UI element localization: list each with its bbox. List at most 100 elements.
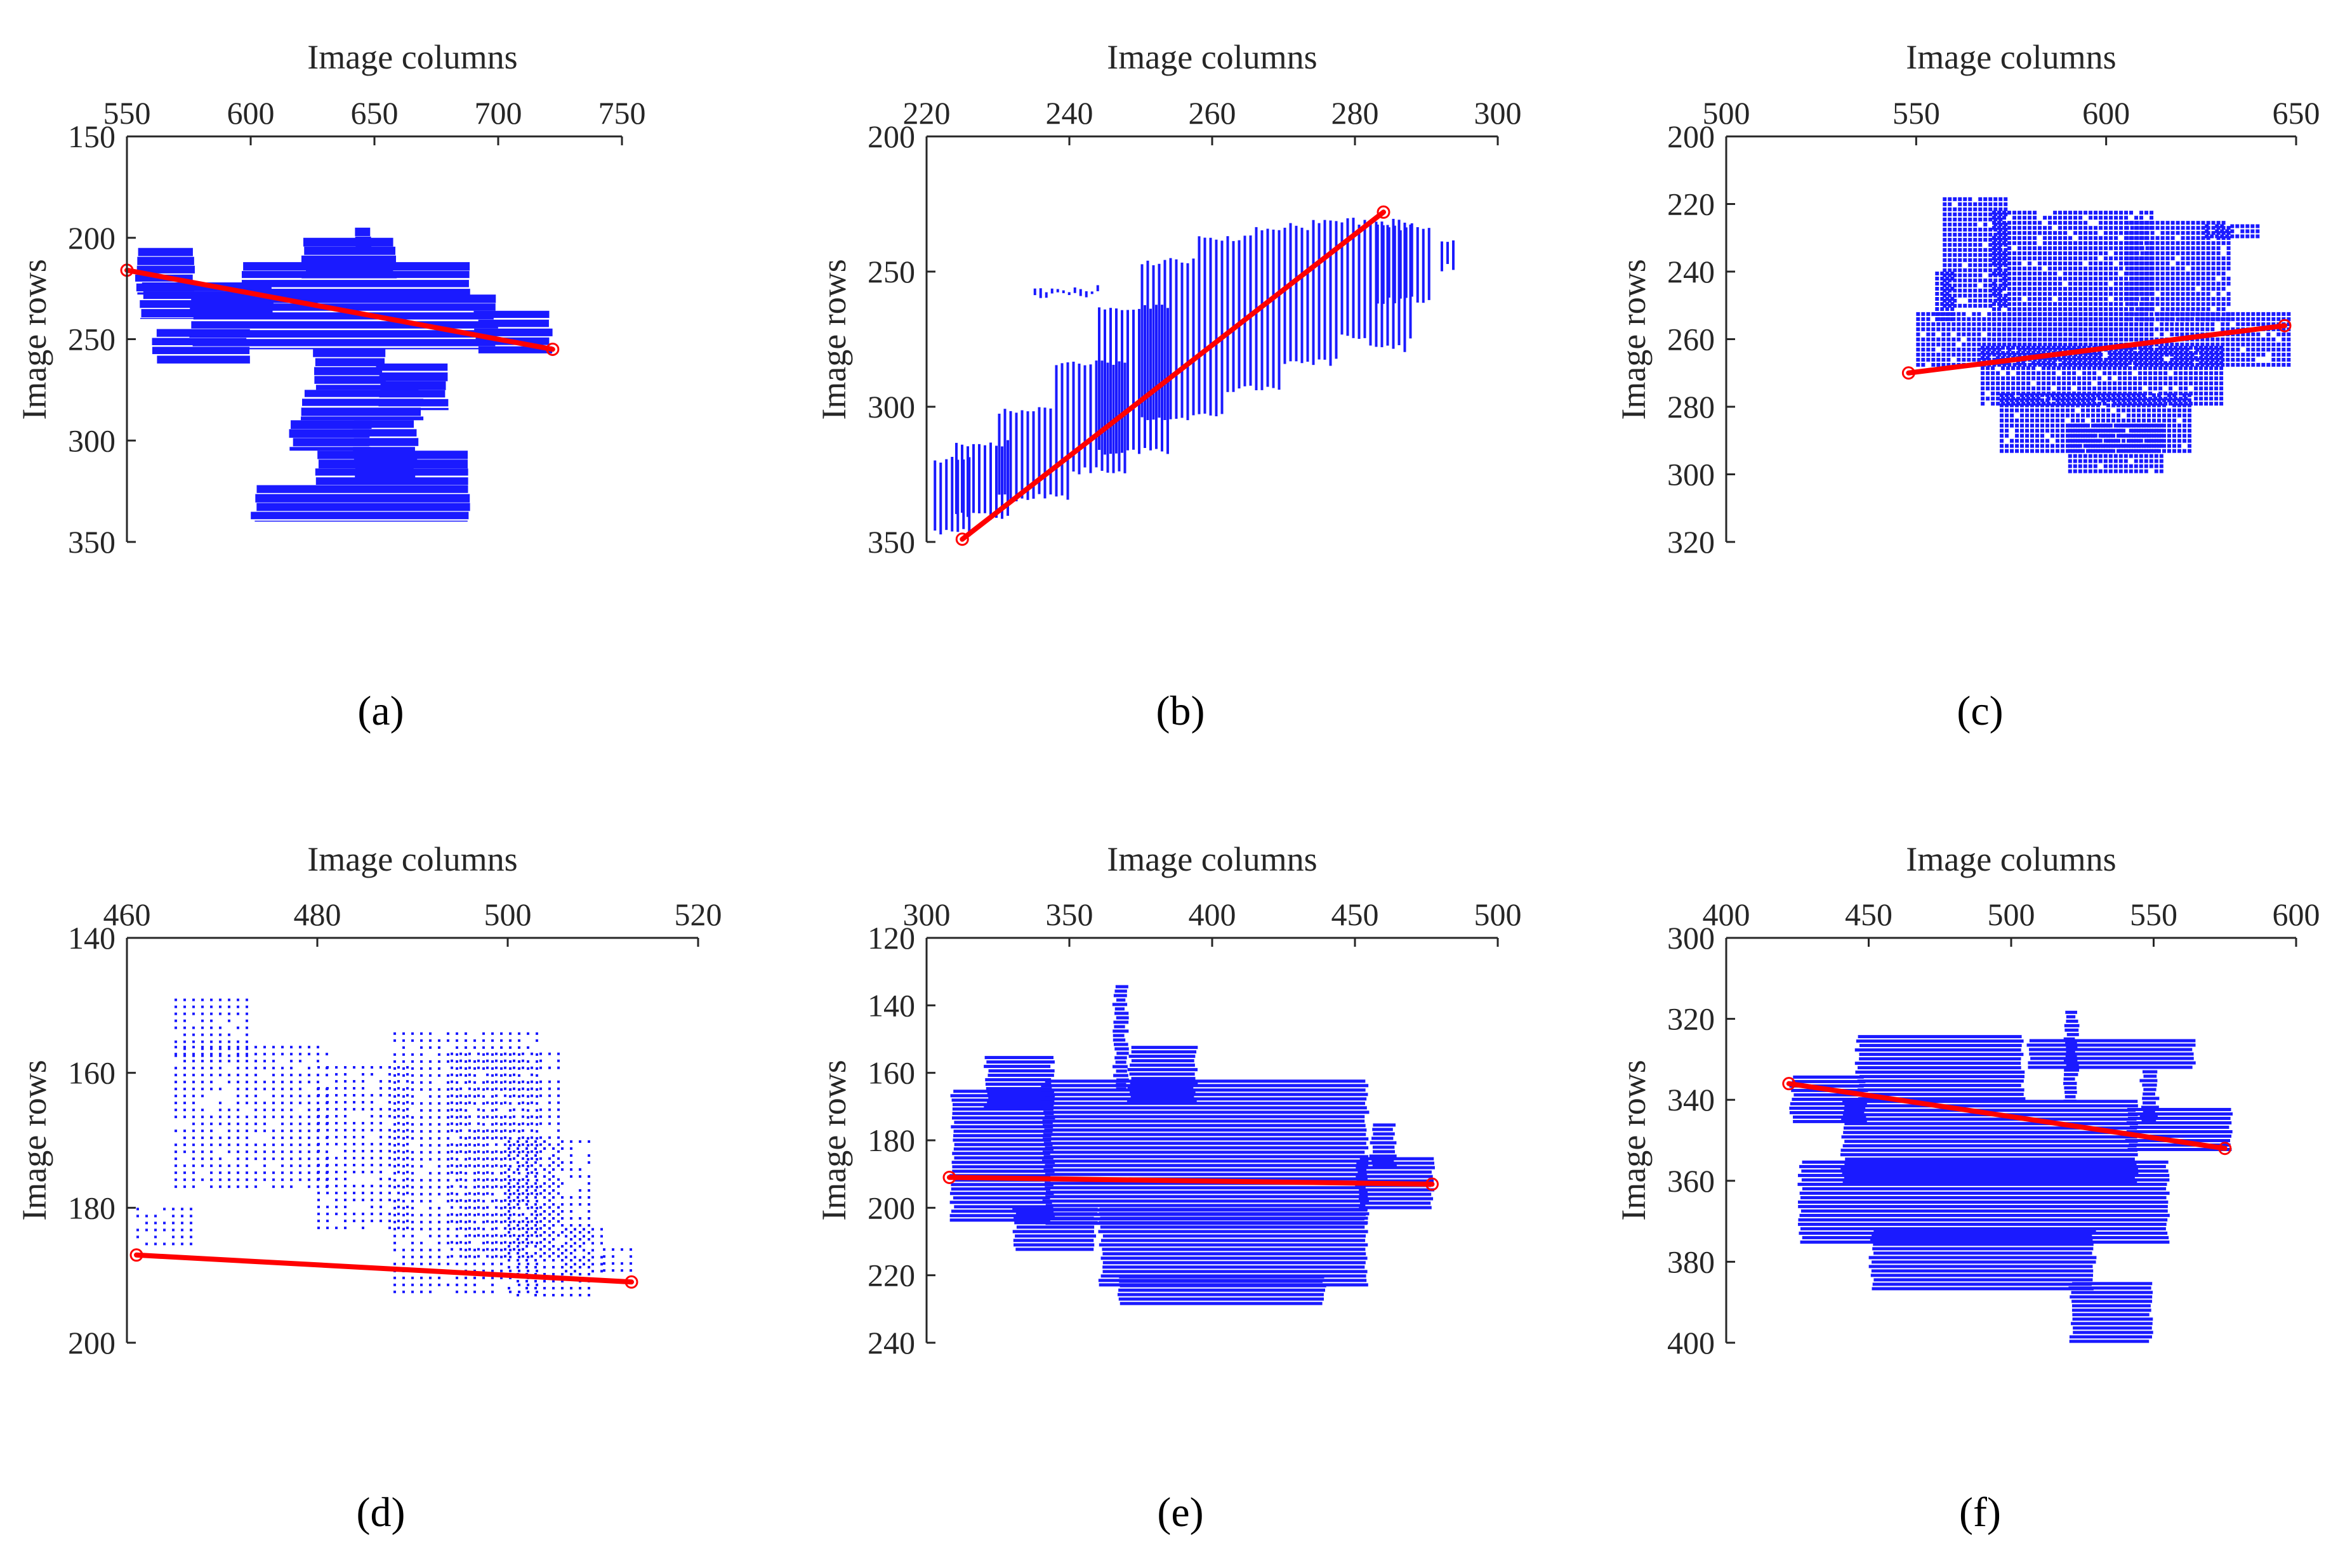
pixel-dot: [353, 1192, 355, 1195]
pixel-dot: [2216, 312, 2220, 316]
pixel-dot: [2137, 418, 2141, 423]
pixel-dot: [527, 1081, 529, 1084]
pixel-dot: [1957, 357, 1961, 362]
pixel-dot: [1988, 247, 1993, 252]
pixel-dot: [2190, 312, 2195, 316]
pixel-dot: [2004, 268, 2008, 272]
pixel-dot: [465, 1032, 467, 1035]
pixel-dot: [2226, 267, 2231, 271]
pixel-dot: [2109, 342, 2113, 346]
pixel-dot: [2012, 211, 2017, 215]
pixel-dot: [2058, 231, 2063, 235]
pixel-block: [314, 376, 386, 384]
pixel-dot: [362, 1136, 364, 1139]
pixel-dot: [482, 1067, 485, 1070]
pixel-dot: [2160, 317, 2164, 321]
pixel-dot: [2084, 226, 2088, 230]
pixel-dot: [500, 1081, 503, 1084]
pixel-dot: [175, 1116, 177, 1119]
pixel-dot: [2078, 226, 2083, 230]
pixel-dot: [2137, 398, 2141, 402]
pixel-dot: [308, 1053, 310, 1056]
pixel-dot: [2170, 267, 2175, 271]
pixel-dot: [2012, 317, 2017, 321]
pixel-dot: [2231, 327, 2235, 331]
pixel-dot: [1997, 327, 2002, 332]
pixel-dot: [317, 1074, 319, 1077]
pixel-dot: [380, 1206, 382, 1209]
pixel-dot: [2108, 449, 2113, 453]
pixel-dot: [246, 1130, 248, 1133]
pixel-dot: [420, 1136, 423, 1140]
pixel-dot: [2282, 362, 2286, 367]
pixel-dot: [2040, 403, 2045, 407]
pixel-dot: [2128, 366, 2132, 371]
pixel-dot: [2093, 433, 2097, 438]
pixel-stripe: [1062, 290, 1065, 294]
pixel-dot: [406, 1206, 409, 1209]
pixel-dot: [2276, 332, 2281, 336]
pixel-dot: [2191, 277, 2195, 281]
pixel-dot: [210, 1060, 213, 1063]
pixel-dot: [2155, 221, 2160, 225]
pixel-dot: [2043, 256, 2047, 261]
pixel-dot: [2089, 236, 2093, 240]
pixel-dot: [2007, 337, 2012, 341]
pixel-stripe: [1369, 223, 1372, 338]
pixel-dot: [2209, 381, 2214, 386]
pixel-dot: [2005, 423, 2009, 428]
pixel-dot: [2053, 332, 2057, 336]
pixel-dot: [2082, 361, 2087, 366]
pixel-dot: [420, 1185, 423, 1189]
pixel-dot: [2266, 332, 2271, 336]
pixel-dot: [1953, 222, 1957, 227]
pixel-dot: [2185, 322, 2189, 326]
pixel-dot: [388, 1094, 391, 1097]
pixel-dot: [2210, 327, 2215, 331]
pixel-dot: [2145, 241, 2150, 246]
pixel-dot: [2145, 256, 2150, 261]
pixel-dot: [2056, 403, 2060, 407]
pixel-dot: [2119, 267, 2123, 271]
pixel-dot: [2038, 342, 2042, 346]
pixel-dot: [2149, 433, 2153, 438]
pixel-dot: [254, 1116, 257, 1119]
pixel-dot: [2199, 386, 2203, 391]
pixel-dot: [473, 1248, 476, 1251]
pixel-dot: [2089, 297, 2093, 301]
pixel-dot: [2114, 226, 2118, 230]
pixel-dot: [2094, 261, 2098, 266]
pixel-dot: [290, 1150, 293, 1154]
pixel-dot: [2106, 438, 2111, 443]
pixel-dot: [175, 1164, 177, 1168]
pixel-dot: [536, 1116, 538, 1119]
pixel-dot: [2145, 297, 2150, 301]
pixel-dot: [504, 1052, 506, 1055]
pixel-dot: [183, 1047, 186, 1050]
pixel-dot: [2113, 444, 2118, 448]
pixel-dot: [2271, 312, 2276, 316]
pixel-dot: [1948, 202, 1952, 206]
pixel-dot: [2179, 351, 2183, 355]
pixel-dot: [518, 1185, 520, 1189]
pixel-dot: [2053, 267, 2057, 271]
pixel-dot: [1973, 247, 1978, 252]
pixel-dot: [397, 1122, 400, 1125]
pixel-dot: [183, 1088, 186, 1091]
pixel-dot: [1945, 277, 1950, 280]
pixel-dot: [2076, 393, 2080, 397]
pixel-dot: [2109, 337, 2113, 341]
pixel-dot: [210, 1047, 213, 1050]
pixel-dot: [263, 1067, 266, 1070]
pixel-dot: [2138, 361, 2143, 366]
pixel-dot: [2109, 236, 2113, 240]
pixel-dot: [344, 1157, 347, 1160]
pixel-dot: [2023, 216, 2027, 220]
pixel-dot: [246, 1088, 248, 1091]
pixel-dot: [362, 1213, 364, 1216]
pixel-dot: [429, 1290, 432, 1293]
pixel-stripe: [1163, 260, 1166, 420]
pixel-dot: [393, 1220, 396, 1223]
pixel-dot: [2219, 376, 2224, 381]
pixel-dot: [2135, 261, 2139, 266]
